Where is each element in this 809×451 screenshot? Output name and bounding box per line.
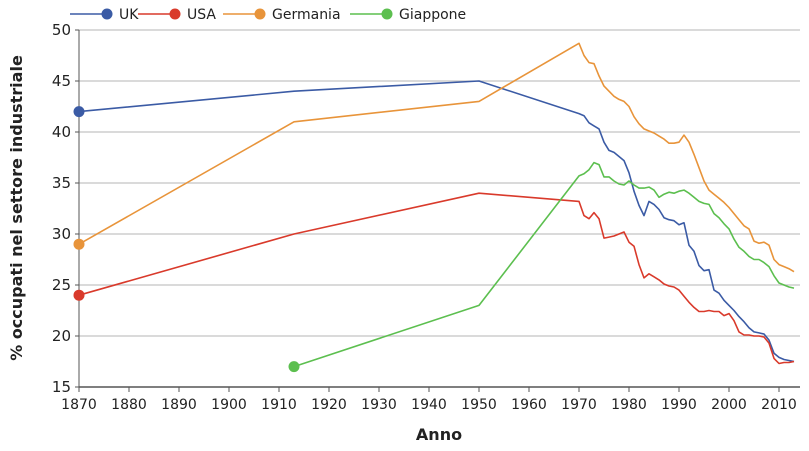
series-line-usa bbox=[78, 192, 795, 365]
x-tick-label: 1990 bbox=[661, 397, 697, 413]
x-tick-label: 1940 bbox=[411, 397, 447, 413]
y-axis-label: % occupati nel settore industriale bbox=[7, 55, 26, 361]
legend-label: UK bbox=[119, 7, 139, 23]
y-tick-label: 15 bbox=[52, 378, 71, 396]
legend-marker bbox=[169, 8, 181, 20]
x-tick-label: 2010 bbox=[761, 397, 797, 413]
series-line-germania bbox=[78, 42, 795, 273]
series-line-uk bbox=[78, 80, 795, 363]
x-tick-label: 1980 bbox=[611, 397, 647, 413]
legend-marker bbox=[101, 8, 113, 20]
y-tick-label: 35 bbox=[52, 174, 71, 192]
gridlines bbox=[79, 29, 800, 337]
x-axis-label: Anno bbox=[416, 425, 462, 444]
y-tick-label: 50 bbox=[52, 21, 71, 39]
legend: UK USA Germania Giappone bbox=[70, 7, 466, 23]
series-start-marker bbox=[73, 289, 85, 301]
y-tick-label: 45 bbox=[52, 72, 71, 90]
y-tick-label: 30 bbox=[52, 225, 71, 243]
x-tick-label: 1960 bbox=[511, 397, 547, 413]
legend-label: Germania bbox=[272, 7, 341, 23]
legend-label: USA bbox=[187, 7, 216, 23]
y-tick-label: 25 bbox=[52, 276, 71, 294]
series-lines bbox=[73, 42, 795, 373]
legend-label: Giappone bbox=[399, 7, 466, 23]
y-tick-label: 20 bbox=[52, 327, 71, 345]
y-tick-label: 40 bbox=[52, 123, 71, 141]
x-tick-label: 1950 bbox=[461, 397, 497, 413]
x-tick-label: 1870 bbox=[61, 397, 97, 413]
series-start-marker bbox=[73, 106, 85, 118]
x-tick-label: 1920 bbox=[311, 397, 347, 413]
x-tick-label: 2000 bbox=[711, 397, 747, 413]
series-start-marker bbox=[288, 361, 300, 373]
x-tick-label: 1930 bbox=[361, 397, 397, 413]
x-tick-label: 1900 bbox=[211, 397, 247, 413]
series-line-giappone bbox=[293, 161, 795, 368]
series-start-marker bbox=[73, 238, 85, 250]
axes: 15 20 25 30 35 40 45 50 1870 1880 1890 1900 1910 1920… bbox=[52, 21, 800, 413]
x-tick-label: 1880 bbox=[111, 397, 147, 413]
x-tick-label: 1890 bbox=[161, 397, 197, 413]
x-tick-label: 1910 bbox=[261, 397, 297, 413]
legend-marker bbox=[254, 8, 266, 20]
legend-marker bbox=[381, 8, 393, 20]
x-tick-label: 1970 bbox=[561, 397, 597, 413]
